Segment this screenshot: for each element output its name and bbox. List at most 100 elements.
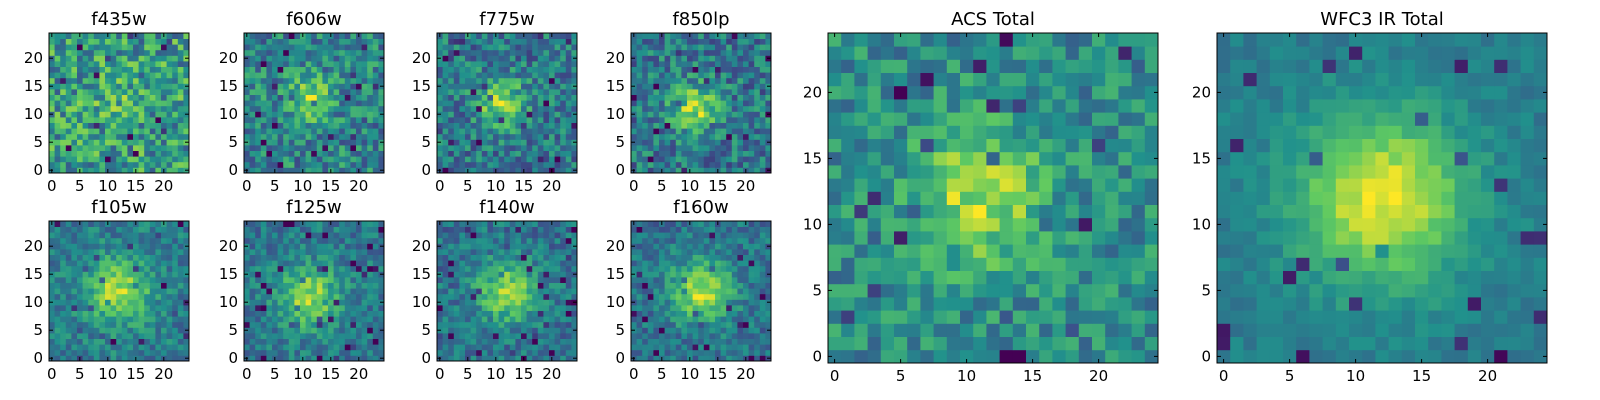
heatmap-cell bbox=[255, 349, 262, 356]
heatmap-cell bbox=[543, 282, 550, 289]
heatmap-cell bbox=[442, 145, 449, 151]
heatmap-cell bbox=[459, 316, 466, 323]
heatmap-cell bbox=[60, 61, 67, 67]
heatmap-cell bbox=[765, 128, 772, 135]
heatmap-cell bbox=[709, 66, 716, 73]
heatmap-cell bbox=[255, 355, 262, 362]
heatmap-cell bbox=[127, 105, 134, 112]
heatmap-cell bbox=[244, 38, 250, 45]
heatmap-cell bbox=[560, 122, 567, 129]
heatmap-cell bbox=[748, 105, 755, 112]
heatmap-cell bbox=[65, 232, 72, 239]
heatmap-cell bbox=[459, 260, 466, 267]
heatmap-cell bbox=[82, 226, 89, 233]
heatmap-cell bbox=[537, 355, 544, 362]
heatmap-cell bbox=[65, 226, 72, 233]
heatmap-cell bbox=[183, 265, 190, 272]
heatmap-cell bbox=[272, 77, 278, 84]
heatmap-cell bbox=[133, 66, 139, 73]
heatmap-cell bbox=[288, 232, 295, 239]
heatmap-cell bbox=[459, 288, 466, 295]
heatmap-cell bbox=[709, 299, 716, 306]
heatmap-cell bbox=[249, 221, 256, 227]
heatmap-cell bbox=[272, 293, 278, 300]
heatmap-cell bbox=[283, 117, 290, 123]
heatmap-cell bbox=[339, 44, 346, 51]
heatmap-cell bbox=[487, 161, 494, 168]
heatmap-cell bbox=[277, 232, 284, 239]
heatmap-cell bbox=[687, 122, 693, 129]
x-axis: 0 5 10 15 20 bbox=[47, 33, 173, 195]
heatmap-cell bbox=[99, 333, 106, 339]
heatmap-cell bbox=[509, 305, 516, 311]
heatmap-cell bbox=[765, 105, 772, 112]
heatmap-cell bbox=[653, 61, 660, 67]
heatmap-cell bbox=[515, 77, 522, 84]
heatmap-cell bbox=[378, 305, 385, 311]
heatmap-cell bbox=[316, 161, 323, 168]
heatmap-cell bbox=[350, 161, 357, 168]
heatmap-cell bbox=[266, 293, 273, 300]
heatmap-cell bbox=[93, 94, 100, 101]
heatmap-cell bbox=[470, 77, 477, 84]
heatmap-cell bbox=[49, 49, 55, 56]
heatmap-cell bbox=[737, 299, 744, 306]
heatmap-cell bbox=[537, 145, 544, 151]
heatmap-cell bbox=[77, 316, 83, 323]
heatmap-cell bbox=[437, 89, 443, 95]
heatmap-cell bbox=[543, 277, 550, 283]
heatmap-cell bbox=[149, 167, 156, 174]
heatmap-cell bbox=[272, 100, 278, 107]
heatmap-cell bbox=[459, 89, 466, 95]
heatmap-cell bbox=[71, 237, 78, 244]
heatmap-cell bbox=[65, 150, 72, 157]
heatmap-cell bbox=[93, 167, 100, 174]
heatmap-cell bbox=[266, 33, 273, 39]
heatmap-cell bbox=[554, 156, 561, 163]
heatmap-cell bbox=[481, 55, 488, 62]
heatmap-cell bbox=[350, 117, 357, 123]
heatmap-cell bbox=[493, 38, 499, 45]
heatmap-cell bbox=[149, 310, 156, 317]
heatmap-cell bbox=[71, 72, 78, 79]
y-tick-label: 5 bbox=[615, 133, 625, 151]
heatmap-cell bbox=[565, 139, 572, 146]
heatmap-cell bbox=[322, 161, 329, 168]
heatmap-cell bbox=[504, 277, 511, 283]
heatmap-cell bbox=[260, 232, 267, 239]
heatmap-cell bbox=[305, 38, 312, 45]
heatmap-cell bbox=[498, 83, 505, 90]
heatmap-cell bbox=[361, 55, 368, 62]
heatmap-cell bbox=[653, 122, 660, 129]
heatmap-cell bbox=[149, 327, 156, 334]
heatmap-cell bbox=[737, 61, 744, 67]
heatmap-cell bbox=[681, 38, 688, 45]
heatmap-cell bbox=[110, 89, 117, 95]
heatmap-cell bbox=[311, 83, 318, 90]
heatmap-cell bbox=[60, 260, 67, 267]
heatmap-cell bbox=[127, 237, 134, 244]
heatmap-cell bbox=[532, 321, 539, 328]
heatmap-cell bbox=[49, 254, 55, 261]
heatmap-cell bbox=[509, 161, 516, 168]
heatmap-cell bbox=[698, 105, 705, 112]
heatmap-cell bbox=[172, 254, 179, 261]
heatmap-cell bbox=[681, 338, 688, 345]
heatmap-cell bbox=[549, 38, 555, 45]
chart-title: f435w bbox=[91, 9, 146, 30]
heatmap-cell bbox=[260, 133, 267, 140]
heatmap-cell bbox=[93, 249, 100, 255]
heatmap-cell bbox=[138, 333, 145, 339]
heatmap-cell bbox=[255, 66, 262, 73]
heatmap-cell bbox=[344, 33, 351, 39]
heatmap-cell bbox=[481, 133, 488, 140]
heatmap-cell bbox=[127, 122, 134, 129]
heatmap-cell bbox=[166, 66, 173, 73]
heatmap-cell bbox=[636, 128, 643, 135]
heatmap-cell bbox=[367, 249, 374, 255]
heatmap-cell bbox=[149, 66, 156, 73]
heatmap-cell bbox=[283, 128, 290, 135]
heatmap-cell bbox=[465, 72, 471, 79]
heatmap-cell bbox=[283, 105, 290, 112]
heatmap-cell bbox=[266, 316, 273, 323]
